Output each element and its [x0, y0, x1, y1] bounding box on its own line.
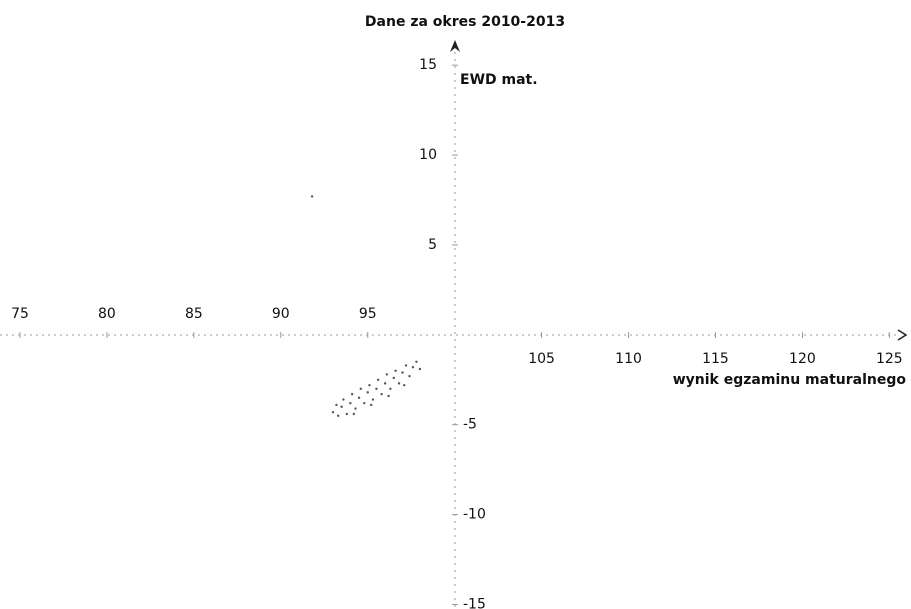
point — [310, 195, 314, 198]
point — [408, 374, 411, 378]
x-tick-label: 115 — [702, 351, 729, 367]
point — [385, 373, 389, 376]
point — [359, 387, 362, 390]
point — [331, 410, 335, 414]
point — [357, 396, 361, 399]
y-tick-label: 15 — [419, 57, 437, 73]
point — [415, 360, 418, 364]
x-tick-label: 90 — [272, 306, 290, 322]
point — [336, 414, 340, 417]
x-tick-label: 110 — [615, 351, 642, 367]
point — [342, 398, 345, 401]
y-tick-label: -15 — [463, 597, 486, 609]
x-tick-label: 120 — [789, 351, 816, 367]
point — [392, 376, 396, 380]
point — [371, 398, 375, 401]
point — [375, 387, 378, 390]
point — [345, 412, 349, 416]
point — [352, 412, 356, 416]
x-tick-label: 80 — [98, 306, 116, 322]
x-tick-label: 125 — [876, 351, 903, 367]
y-tick-label: -5 — [463, 417, 477, 433]
point — [403, 383, 406, 387]
point — [380, 392, 383, 396]
point — [370, 403, 373, 407]
point — [404, 364, 408, 367]
point — [349, 401, 352, 405]
point — [397, 382, 401, 385]
point — [340, 405, 343, 408]
chart-title: Dane za okres 2010-2013 — [365, 14, 565, 30]
x-tick-label: 95 — [359, 306, 377, 322]
point — [350, 392, 354, 396]
point — [387, 394, 390, 398]
x-axis-arrow — [897, 329, 908, 341]
y-tick-label: 10 — [419, 147, 437, 163]
y-axis-label: EWD mat. — [460, 72, 538, 88]
point — [354, 407, 357, 410]
point — [363, 401, 366, 405]
point — [411, 365, 415, 369]
point — [401, 371, 404, 374]
point — [418, 367, 422, 371]
x-tick-label: 105 — [528, 351, 555, 367]
x-axis-label: wynik egzaminu maturalnego — [673, 372, 907, 388]
point — [366, 391, 369, 394]
point — [383, 382, 387, 385]
point — [368, 383, 371, 387]
point — [335, 403, 338, 407]
x-tick-label: 75 — [11, 306, 29, 322]
point — [394, 369, 397, 372]
point — [389, 387, 392, 390]
y-tick-label: -10 — [463, 507, 486, 523]
y-tick-label: 5 — [428, 237, 437, 253]
x-tick-label: 85 — [185, 306, 203, 322]
point — [376, 378, 380, 381]
y-axis-arrow — [450, 40, 460, 52]
